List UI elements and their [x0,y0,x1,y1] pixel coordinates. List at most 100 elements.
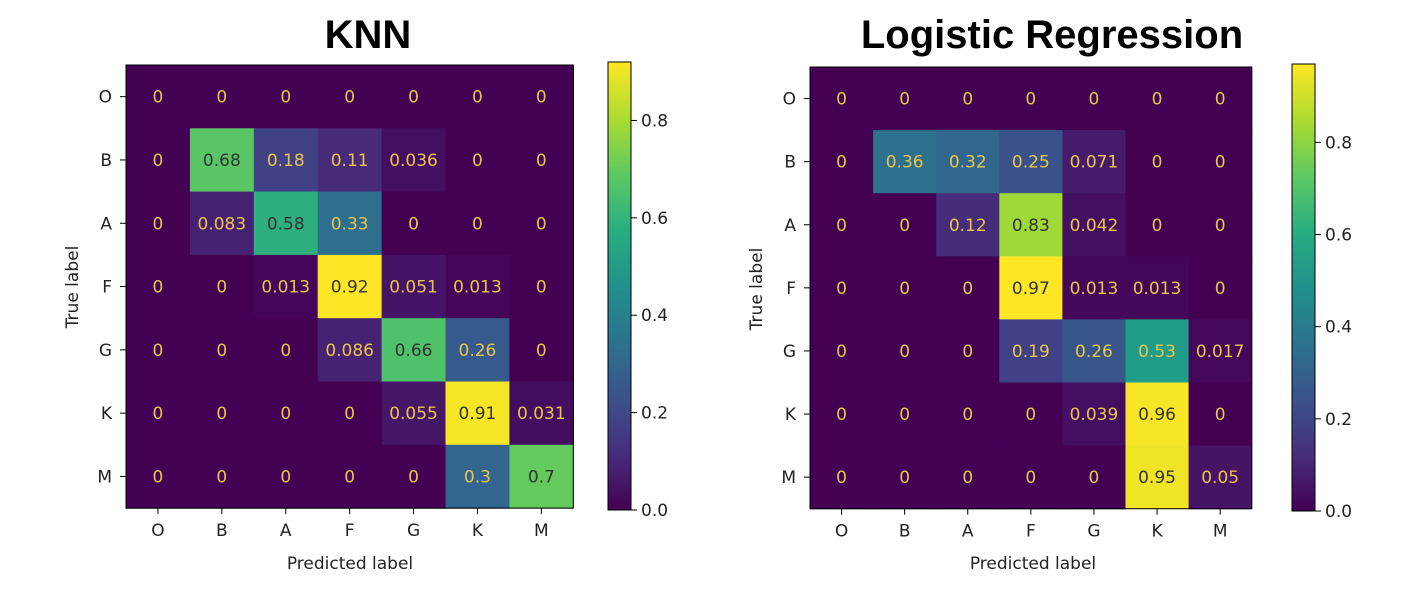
x-tick-label: G [407,521,420,541]
cell-value-label: 0 [962,468,973,488]
x-tick-label: M [1213,522,1228,542]
heatmap-cell [253,444,319,509]
heatmap-cell [126,318,191,383]
heatmap-cell [509,444,574,509]
heatmap-cell [381,128,447,193]
colorbar-gradient [607,61,632,511]
heatmap-cell [1188,130,1253,194]
heatmap-cell [253,318,319,383]
x-tick-label: B [216,521,228,541]
cell-value-label: 0 [1152,90,1163,110]
x-tick-label: K [472,521,484,541]
heatmap-cell [317,191,383,256]
heatmap-cell [445,191,510,256]
cell-value-label: 0.19 [1012,342,1050,362]
x-tick-label: O [835,522,848,542]
heatmap-cell [253,128,319,193]
heatmap-cell [317,254,383,319]
cell-value-label: 0 [899,468,910,488]
cell-value-label: 0.086 [325,341,374,361]
heatmap-cell [936,130,1000,194]
heatmap-cell [381,191,447,256]
heatmap-cell [999,256,1063,320]
heatmap-cell [1125,256,1190,320]
heatmap-cell [445,381,510,446]
heatmap-cell [999,193,1063,257]
heatmap-cell [381,318,447,383]
heatmap-cell [810,67,874,131]
x-tick-label: A [962,522,974,542]
heatmap-cells: 0 0 0 0 0 0 0 0 0.68 0.18 0.11 0.036 0 0 0 0.083 0.58 0.3… [125,64,574,509]
cell-value-label: 0 [836,153,847,173]
heatmap-cell [873,445,937,510]
x-tick-label: K [1151,522,1163,542]
heatmap-cell [253,254,319,319]
cell-value-label: 0 [216,278,227,298]
colorbar-gradient [1291,63,1316,512]
heatmap-cell [1125,193,1190,257]
cell-value-label: 0 [899,342,910,362]
cell-value-label: 0.97 [1012,279,1050,299]
x-tick-label: B [899,522,911,542]
cell-value-label: 0.7 [528,467,555,487]
cell-value-label: 0.33 [331,214,369,234]
heatmap-cell [189,444,255,509]
heatmap-cell [999,319,1063,384]
y-tick-label: B [100,151,112,171]
heatmap-cell [810,319,874,384]
y-tick-label: K [785,405,797,425]
cell-value-label: 0 [1025,468,1036,488]
y-tick-label: A [784,216,796,236]
cell-value-label: 0.055 [389,404,438,424]
x-tick-label: A [280,521,292,541]
cell-value-label: 0 [899,279,910,299]
heatmap-cell [936,67,1000,131]
cell-value-label: 0 [899,90,910,110]
heatmap-cell [1188,319,1253,384]
cell-value-label: 0 [962,90,973,110]
heatmap-cell [445,254,510,319]
heatmap-cell [999,130,1063,194]
heatmap-cell [1062,193,1127,257]
y-axis-ticks: O B A F G K M [97,88,126,487]
heatmap-cell [317,128,383,193]
heatmap-cell [810,382,874,447]
heatmap-cell [1188,445,1253,510]
x-tick-label: F [345,521,355,541]
cell-value-label: 0.071 [1070,153,1119,173]
cell-value-label: 0.95 [1138,468,1176,488]
cell-value-label: 0 [1089,90,1100,110]
cell-value-label: 0 [1215,279,1226,299]
heatmap-cell [999,445,1063,510]
cell-value-label: 0 [153,467,164,487]
heatmap-cell [1188,256,1253,320]
logistic-regression-confusion-matrix: Logistic Regression 0 0 0 0 0 0 0 0 0.36 0.32 0.25… [747,13,1352,574]
heatmap-cell [999,382,1063,447]
heatmap-cell [126,444,191,509]
heatmap-cell [381,381,447,446]
heatmap-cell [126,128,191,193]
heatmap-cell [317,381,383,446]
heatmap-cell [253,381,319,446]
y-tick-label: M [781,468,796,488]
cell-value-label: 0 [280,88,291,108]
cell-value-label: 0 [153,88,164,108]
heatmap-cell [126,254,191,319]
heatmap-cell [873,193,937,257]
cell-value-label: 0.53 [1138,342,1176,362]
cell-value-label: 0 [216,404,227,424]
heatmap-cell [445,65,510,129]
cell-value-label: 0 [408,88,419,108]
heatmap-cell [509,191,574,256]
x-tick-label: O [151,521,164,541]
heatmap-cells: 0 0 0 0 0 0 0 0 0.36 0.32 0.25 0.071 0 0 0 0 0.12 0.83 0.0… [809,66,1253,510]
heatmap-cell [1062,67,1127,131]
cell-value-label: 0 [408,467,419,487]
heatmap-cell [810,193,874,257]
colorbar-tick-label: 0.4 [641,306,668,326]
heatmap-cell [253,65,319,129]
cell-value-label: 0.05 [1201,468,1239,488]
cell-value-label: 0.92 [331,278,369,298]
y-axis-label: True label [747,248,767,332]
